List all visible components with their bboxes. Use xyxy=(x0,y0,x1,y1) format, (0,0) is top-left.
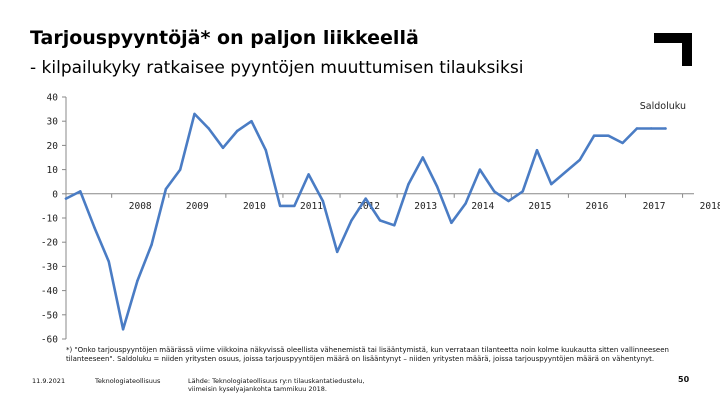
y-tick-label: -10 xyxy=(41,214,58,225)
data-point xyxy=(435,185,439,188)
data-point xyxy=(393,224,396,227)
x-tick-label: 2013 xyxy=(414,201,437,212)
data-point xyxy=(635,127,639,130)
footnote: *) "Onko tarjouspyyntöjen määrässä viime… xyxy=(66,346,669,363)
page-title: Tarjouspyyntöjä* on paljon liikkeellä xyxy=(30,27,419,49)
y-tick-label: -30 xyxy=(41,262,58,273)
x-tick-label: 2011 xyxy=(300,201,323,212)
data-point xyxy=(193,112,196,116)
data-point xyxy=(607,134,610,137)
legend-entry: Saldoluku xyxy=(640,101,686,112)
data-point xyxy=(507,199,510,203)
data-point xyxy=(136,279,139,283)
page-subtitle: - kilpailukyky ratkaisee pyyntöjen muutt… xyxy=(30,58,524,78)
data-point xyxy=(164,187,168,191)
y-tick-label: -40 xyxy=(41,286,58,297)
series-line xyxy=(64,112,667,331)
data-point xyxy=(335,250,339,254)
x-tick-label: 2009 xyxy=(186,201,209,212)
x-tick-label: 2012 xyxy=(357,201,380,212)
data-point xyxy=(592,134,596,137)
y-tick-label: -20 xyxy=(41,238,58,249)
y-tick-label: 10 xyxy=(47,165,59,176)
footer-organization: Teknologiateollisuus xyxy=(95,377,161,385)
x-tick-label: 2018 xyxy=(700,201,720,212)
page-number: 50 xyxy=(678,375,690,384)
data-point xyxy=(293,204,296,208)
data-point xyxy=(621,141,624,145)
x-tick-label: 2015 xyxy=(528,201,551,212)
data-point xyxy=(350,219,353,222)
data-point xyxy=(93,226,96,229)
data-point xyxy=(521,190,524,193)
x-tick-label: 2017 xyxy=(643,201,666,212)
data-point xyxy=(236,129,239,133)
y-tick-label: 40 xyxy=(47,93,59,104)
footer-source: Lähde: Teknologiateollisuus ry:n tilausk… xyxy=(188,377,365,393)
data-point xyxy=(307,173,310,176)
x-tick-label: 2016 xyxy=(586,201,609,212)
data-point xyxy=(250,120,253,123)
data-point xyxy=(478,168,482,171)
data-point xyxy=(464,202,467,205)
data-point xyxy=(578,158,582,162)
data-point xyxy=(321,199,325,203)
brand-logo-icon xyxy=(654,33,692,66)
data-point xyxy=(550,182,553,186)
data-point xyxy=(278,204,282,208)
data-point xyxy=(649,127,653,130)
footer-source-line2: viimeisin kyselyajankohta tammikuu 2018. xyxy=(188,384,327,393)
footer-date: 11.9.2021 xyxy=(32,377,66,385)
x-tick-label: 2010 xyxy=(243,201,266,212)
footer-source-line1: Lähde: Teknologiateollisuus ry:n tilausk… xyxy=(188,377,365,385)
data-point xyxy=(79,190,82,193)
data-point xyxy=(264,149,268,152)
data-point xyxy=(178,168,182,171)
data-point xyxy=(364,197,367,200)
data-point xyxy=(107,260,111,263)
data-point xyxy=(150,243,153,246)
y-tick-label: 20 xyxy=(47,141,59,152)
y-tick-label: 30 xyxy=(47,117,59,128)
data-point xyxy=(407,182,410,186)
data-point xyxy=(535,149,539,152)
y-tick-label: -60 xyxy=(41,335,58,346)
data-point xyxy=(121,328,125,331)
data-point xyxy=(492,190,496,193)
data-point xyxy=(378,219,382,222)
data-point xyxy=(450,221,453,225)
x-tick-label: 2014 xyxy=(471,201,494,212)
data-point xyxy=(564,170,567,174)
data-point xyxy=(64,197,68,200)
data-point xyxy=(221,146,225,150)
data-point xyxy=(207,127,210,130)
y-tick-label: -50 xyxy=(41,310,58,321)
y-tick-label: 0 xyxy=(52,189,58,200)
data-point xyxy=(421,156,425,159)
x-tick-label: 2008 xyxy=(129,201,152,212)
data-point xyxy=(664,127,667,130)
